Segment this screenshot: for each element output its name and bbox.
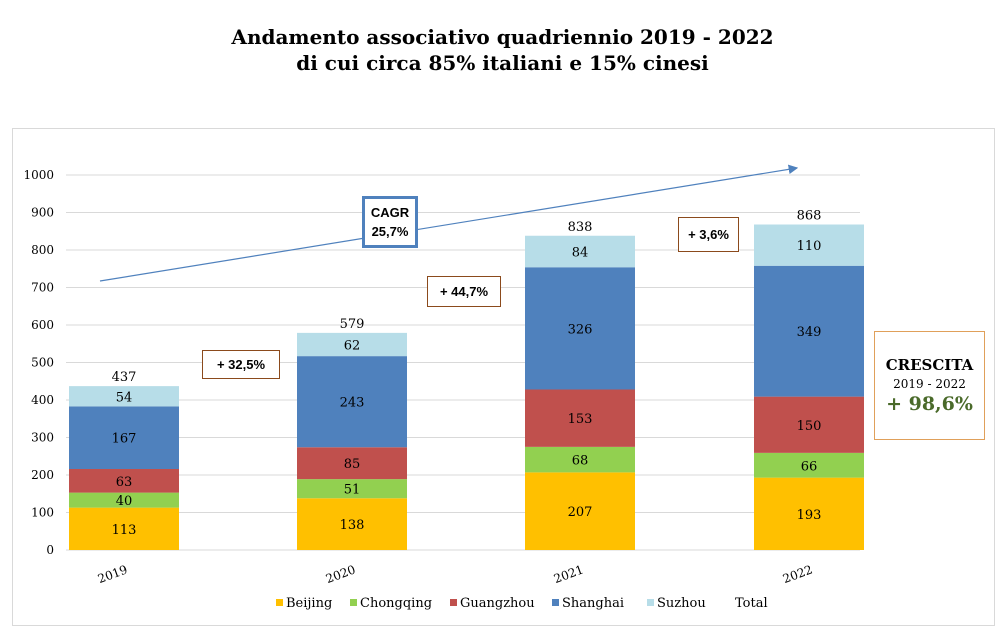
y-tick-label: 100 bbox=[31, 506, 54, 520]
cagr-value: 25,7% bbox=[371, 224, 409, 239]
bar-segment-guangzhou bbox=[297, 447, 407, 480]
trend-arrow bbox=[99, 164, 799, 282]
data-label: 40 bbox=[116, 494, 133, 509]
legend-swatch-guangzhou bbox=[450, 599, 457, 606]
legend-swatch-suzhou bbox=[647, 599, 654, 606]
total-label: 838 bbox=[568, 220, 593, 235]
data-label: 110 bbox=[797, 239, 822, 254]
y-tick-label: 400 bbox=[31, 393, 54, 407]
cagr-label: CAGR bbox=[370, 205, 410, 220]
total-label: 437 bbox=[112, 370, 137, 385]
x-tick-label: 2022 bbox=[781, 562, 814, 586]
y-tick-label: 0 bbox=[46, 543, 54, 557]
data-label: 66 bbox=[801, 459, 818, 474]
chart-title: Andamento associativo quadriennio 2019 -… bbox=[0, 24, 1005, 76]
bar-segment-beijing bbox=[754, 477, 864, 550]
data-label: 153 bbox=[568, 412, 593, 427]
y-tick-label: 700 bbox=[31, 281, 54, 295]
legend-label-chongqing: Chongqing bbox=[360, 596, 432, 611]
bar-segment-guangzhou bbox=[525, 389, 635, 447]
data-label: 51 bbox=[344, 483, 361, 498]
data-label: 84 bbox=[572, 246, 589, 261]
bar-segment-beijing bbox=[69, 507, 179, 550]
y-tick-label: 200 bbox=[31, 468, 54, 482]
bar-segment-suzhou bbox=[525, 235, 635, 268]
bar-segment-chongqing bbox=[297, 479, 407, 499]
legend-label-guangzhou: Guangzhou bbox=[460, 596, 535, 611]
data-label: 63 bbox=[116, 475, 133, 490]
y-tick-label: 900 bbox=[31, 206, 54, 220]
bar-segment-shanghai bbox=[525, 267, 635, 390]
total-label: 868 bbox=[797, 209, 822, 224]
data-label: 326 bbox=[568, 322, 593, 337]
legend-label-suzhou: Suzhou bbox=[657, 596, 706, 611]
chart-frame bbox=[12, 128, 995, 626]
legend-label-total: Total bbox=[735, 596, 768, 611]
x-tick-label: 2019 bbox=[96, 562, 129, 586]
bar-segment-beijing bbox=[297, 498, 407, 550]
bar-segment-shanghai bbox=[754, 265, 864, 397]
bar-segment-chongqing bbox=[754, 452, 864, 478]
y-tick-label: 600 bbox=[31, 318, 54, 332]
bar-segment-shanghai bbox=[297, 356, 407, 448]
data-label: 349 bbox=[797, 325, 822, 340]
y-tick-label: 800 bbox=[31, 243, 54, 257]
bar-segment-suzhou bbox=[297, 332, 407, 357]
y-tick-label: 300 bbox=[31, 431, 54, 445]
y-tick-label: 1000 bbox=[23, 168, 54, 182]
legend-swatch-shanghai bbox=[552, 599, 559, 606]
data-label: 193 bbox=[797, 508, 822, 523]
data-label: 85 bbox=[344, 457, 361, 472]
growth-summary-box: CRESCITA 2019 - 2022 + 98,6% bbox=[874, 331, 985, 440]
growth-summary-value: + 98,6% bbox=[886, 393, 973, 415]
legend-swatch-chongqing bbox=[350, 599, 357, 606]
bar-segment-suzhou bbox=[69, 386, 179, 407]
growth-2021-callout: + 44,7% bbox=[427, 276, 501, 307]
data-label: 243 bbox=[340, 396, 365, 411]
data-label: 150 bbox=[797, 419, 822, 434]
x-tick-label: 2020 bbox=[324, 562, 357, 586]
chart-title-line2: di cui circa 85% italiani e 15% cinesi bbox=[296, 51, 709, 75]
growth-summary-label: CRESCITA bbox=[885, 356, 974, 374]
legend-label-beijing: Beijing bbox=[286, 596, 332, 611]
data-label: 207 bbox=[568, 505, 593, 520]
growth-summary-period: 2019 - 2022 bbox=[893, 377, 966, 391]
chart-title-line1: Andamento associativo quadriennio 2019 -… bbox=[231, 25, 774, 49]
bar-segment-chongqing bbox=[525, 446, 635, 473]
data-label: 167 bbox=[112, 432, 137, 447]
total-label: 579 bbox=[340, 317, 365, 332]
data-label: 113 bbox=[112, 523, 137, 538]
cagr-callout: CAGR 25,7% bbox=[362, 196, 418, 248]
bar-segment-guangzhou bbox=[754, 396, 864, 453]
data-label: 138 bbox=[340, 518, 365, 533]
data-label: 54 bbox=[116, 390, 133, 405]
legend-swatch-beijing bbox=[276, 599, 283, 606]
bar-segment-beijing bbox=[525, 472, 635, 550]
bar-segment-chongqing bbox=[69, 492, 179, 508]
x-tick-label: 2021 bbox=[552, 562, 585, 586]
bar-segment-shanghai bbox=[69, 406, 179, 469]
growth-2022-callout: + 3,6% bbox=[678, 217, 739, 252]
bar-segment-guangzhou bbox=[69, 469, 179, 493]
data-label: 68 bbox=[572, 454, 589, 469]
legend-label-shanghai: Shanghai bbox=[562, 596, 624, 611]
data-label: 62 bbox=[344, 339, 361, 354]
y-tick-label: 500 bbox=[31, 356, 54, 370]
bar-segment-suzhou bbox=[754, 224, 864, 266]
growth-2020-callout: + 32,5% bbox=[202, 350, 280, 379]
